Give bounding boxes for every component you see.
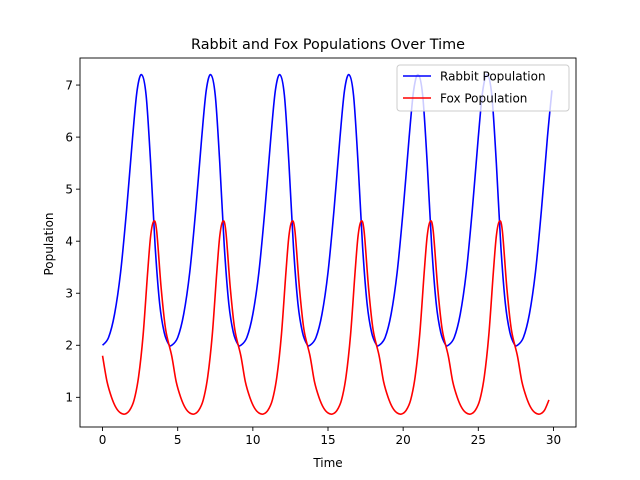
legend-box: [396, 64, 570, 112]
x-tick-label: 15: [320, 433, 335, 447]
y-tick-label: 4: [65, 234, 73, 248]
x-tick-label: 5: [174, 433, 182, 447]
x-tick-label: 25: [471, 433, 486, 447]
y-axis-label: Population: [42, 212, 56, 275]
series-line-rabbit: [101, 73, 553, 347]
x-tick-label: 20: [396, 433, 411, 447]
legend-label-fox: Fox Population: [440, 91, 527, 105]
y-tick-label: 7: [65, 78, 73, 92]
chart-title: Rabbit and Fox Populations Over Time: [191, 37, 465, 53]
x-tick-label: 0: [99, 433, 107, 447]
series-line-fox: [101, 220, 550, 415]
x-tick-label: 10: [245, 433, 260, 447]
x-tick-label: 30: [546, 433, 561, 447]
x-axis-label: Time: [312, 456, 342, 470]
y-axis: 1 2 3 4 5 6 7: [65, 78, 80, 405]
y-tick-label: 1: [65, 391, 73, 405]
y-tick-label: 2: [65, 339, 73, 353]
legend: Rabbit Population Fox Population: [396, 64, 570, 112]
y-tick-label: 5: [65, 182, 73, 196]
x-axis: 0 5 10 15 20 25 30: [99, 427, 561, 447]
legend-label-rabbit: Rabbit Population: [440, 69, 546, 83]
y-tick-label: 3: [65, 287, 73, 301]
y-tick-label: 6: [65, 130, 73, 144]
